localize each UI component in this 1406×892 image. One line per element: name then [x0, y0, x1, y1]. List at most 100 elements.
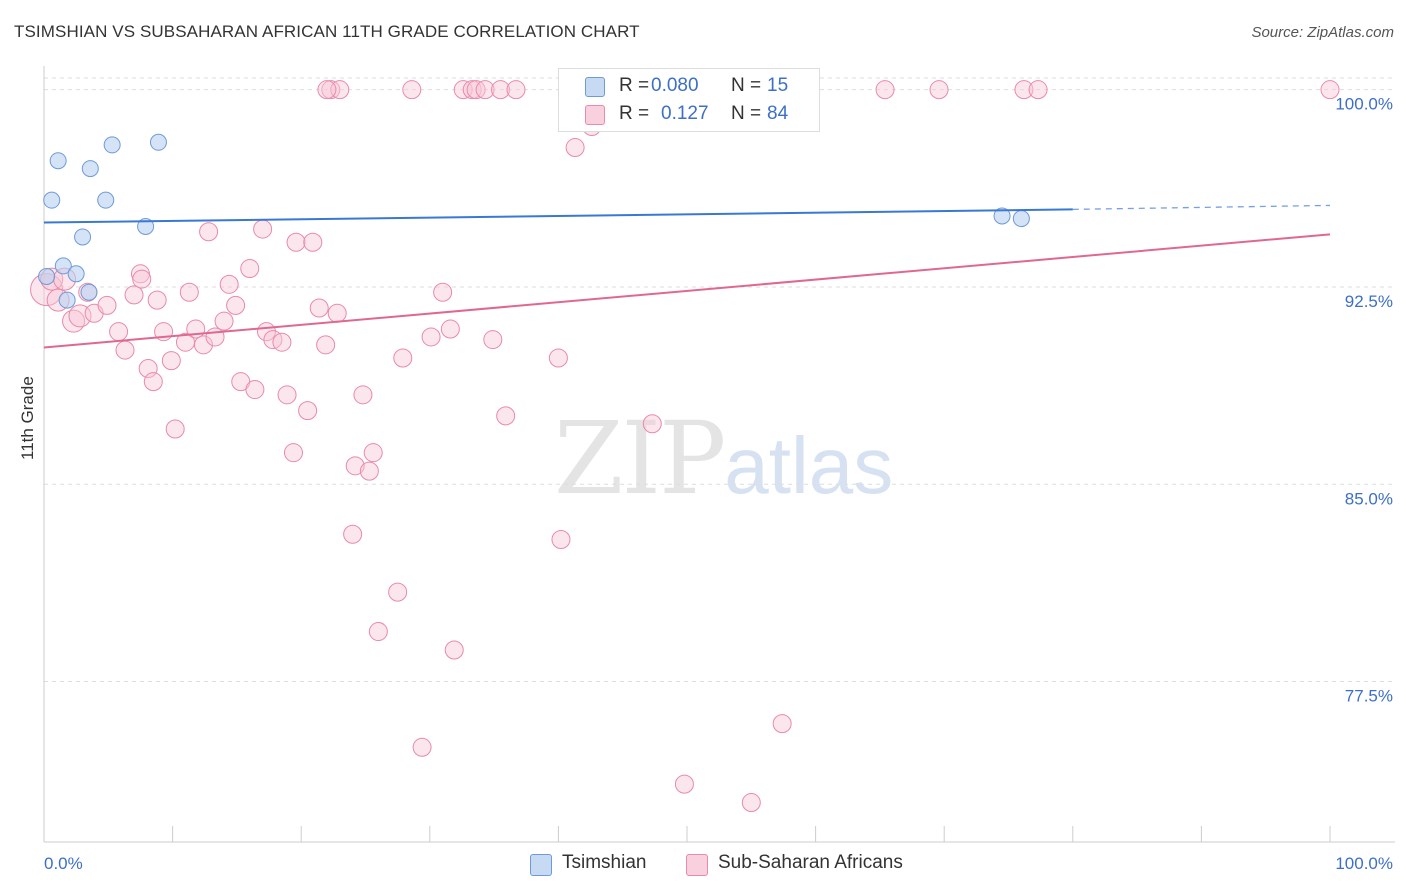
subsaharan-point: [496, 406, 516, 426]
subsaharan-point: [1014, 80, 1034, 100]
legend-n-label: N =: [731, 103, 762, 124]
subsaharan-point: [303, 232, 323, 252]
y-tick-label: 77.5%: [1345, 687, 1393, 706]
legend-r-label: R =: [619, 75, 650, 96]
subsaharan-point: [674, 774, 694, 794]
subsaharan-point: [253, 219, 273, 239]
subsaharan-point: [97, 295, 117, 315]
subsaharan-point: [277, 385, 297, 405]
subsaharan-point: [548, 348, 568, 368]
legend-row-tsimshian: R = 0.080 N = 15: [559, 73, 819, 99]
subsaharan-point: [115, 340, 135, 360]
subsaharan-point: [298, 401, 318, 421]
subsaharan-point: [193, 335, 213, 355]
subsaharan-point: [317, 80, 337, 100]
subsaharan-point: [124, 285, 144, 305]
subsaharan-point: [109, 322, 129, 342]
tsimshian-legend-label: Tsimshian: [562, 852, 647, 873]
y-tick-label: 92.5%: [1345, 292, 1393, 311]
legend-r-value: 0.080: [651, 75, 699, 96]
subsaharan-point: [286, 232, 306, 252]
subsaharan-point: [353, 385, 373, 405]
tsimshian-point: [49, 152, 67, 170]
subsaharan-point: [565, 138, 585, 158]
subsaharan-point: [316, 335, 336, 355]
subsaharan-point: [205, 327, 225, 347]
subsaharan-point: [226, 295, 246, 315]
watermark-zip: ZIP: [554, 400, 726, 517]
bottom-legend-tsimshian: Tsimshian: [530, 852, 670, 876]
subsaharan-point: [491, 80, 511, 100]
subsaharan-point: [1028, 80, 1048, 100]
subsaharan-point: [214, 311, 234, 331]
subsaharan-trend-line: [43, 233, 1331, 349]
subsaharan-point: [363, 443, 383, 463]
tsimshian-swatch: [585, 77, 605, 97]
subsaharan-point: [741, 793, 761, 813]
subsaharan-point: [506, 80, 526, 100]
subsaharan-point: [483, 330, 503, 350]
subsaharan-point: [143, 372, 163, 392]
subsaharan-point: [772, 714, 792, 734]
subsaharan-point: [1320, 80, 1340, 100]
subsaharan-point: [475, 80, 495, 100]
subsaharan-point: [245, 380, 265, 400]
subsaharan-point: [132, 269, 152, 289]
tsimshian-legend-swatch: [530, 854, 552, 876]
tsimshian-point: [54, 257, 72, 275]
subsaharan-point: [327, 303, 347, 323]
subsaharan-point: [642, 414, 662, 434]
source-note: Source: ZipAtlas.com: [1251, 24, 1394, 41]
subsaharan-legend-swatch: [686, 854, 708, 876]
subsaharan-legend-label: Sub-Saharan Africans: [718, 852, 903, 873]
tsimshian-point: [81, 160, 99, 178]
tsimshian-point: [80, 283, 98, 301]
subsaharan-point: [444, 640, 464, 660]
legend-r-value: 0.127: [661, 103, 709, 124]
subsaharan-point: [309, 298, 329, 318]
tsimshian-point: [43, 191, 61, 209]
subsaharan-point: [283, 443, 303, 463]
watermark-atlas: atlas: [724, 421, 894, 510]
subsaharan-point: [161, 351, 181, 371]
chart-title: TSIMSHIAN VS SUBSAHARAN AFRICAN 11TH GRA…: [14, 22, 640, 41]
tsimshian-point: [67, 265, 85, 283]
subsaharan-point: [359, 461, 379, 481]
tsimshian-point: [993, 207, 1011, 225]
bottom-legend-subsaharan: Sub-Saharan Africans: [686, 852, 926, 876]
tsimshian-point: [1012, 210, 1030, 228]
legend-r-label: R =: [619, 103, 650, 124]
tsimshian-point: [58, 291, 76, 309]
tsimshian-point: [103, 136, 121, 154]
subsaharan-point: [165, 419, 185, 439]
tsimshian-trend-extension: [1072, 204, 1331, 211]
subsaharan-point: [179, 282, 199, 302]
tsimshian-trend-line: [43, 208, 1073, 224]
legend-n-value: 84: [767, 103, 789, 124]
zipatlas-watermark: ZIPatlas: [554, 400, 893, 517]
legend-n-value: 15: [767, 75, 789, 96]
legend-n-label: N =: [731, 75, 762, 96]
tsimshian-point: [149, 133, 167, 151]
tsimshian-point: [137, 217, 155, 235]
legend-row-subsaharan: R = 0.127 N = 84: [559, 101, 819, 127]
subsaharan-point: [345, 456, 365, 476]
tsimshian-point: [97, 191, 115, 209]
subsaharan-point: [393, 348, 413, 368]
subsaharan-point: [440, 319, 460, 339]
subsaharan-point: [433, 282, 453, 302]
subsaharan-point: [388, 582, 408, 602]
subsaharan-swatch: [585, 105, 605, 125]
subsaharan-point: [929, 80, 949, 100]
subsaharan-point: [412, 737, 432, 757]
subsaharan-point: [272, 332, 292, 352]
subsaharan-point: [240, 259, 260, 279]
subsaharan-point: [402, 80, 422, 100]
y-tick-label: 85.0%: [1345, 489, 1393, 508]
subsaharan-point: [147, 290, 167, 310]
x-tick-label-end: 100.0%: [1335, 854, 1393, 873]
subsaharan-point: [199, 222, 219, 242]
tsimshian-point: [38, 267, 56, 285]
subsaharan-point: [368, 622, 388, 642]
